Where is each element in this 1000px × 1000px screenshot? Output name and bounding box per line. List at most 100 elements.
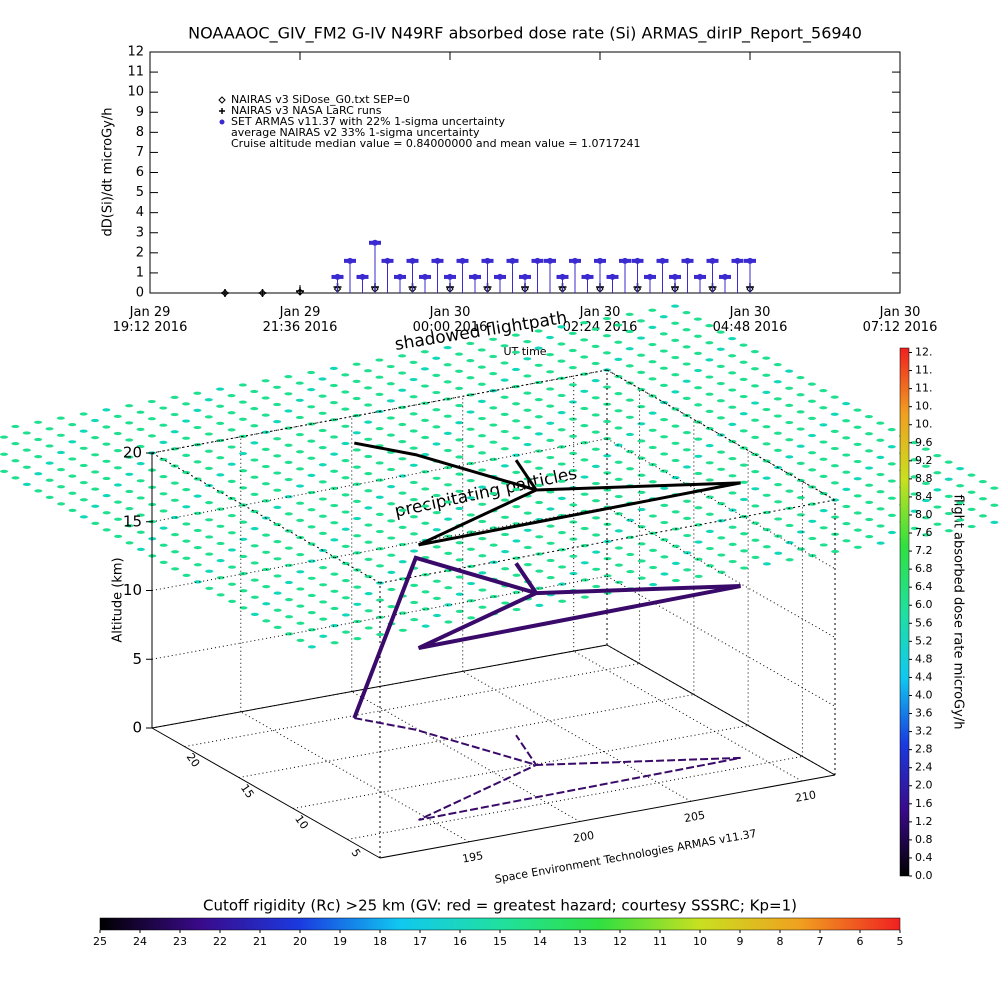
colorbar-tick-label: 10: [693, 935, 707, 948]
surface-dot: [614, 529, 623, 533]
surface-dot: [614, 392, 623, 396]
surface-dot: [546, 421, 555, 425]
surface-dot: [318, 411, 327, 415]
surface-dot: [79, 412, 88, 416]
surface-dot: [352, 379, 361, 383]
surface-dot: [375, 478, 384, 482]
surface-dot: [557, 411, 566, 415]
surface-dot: [227, 514, 236, 518]
surface-dot: [114, 500, 122, 504]
surface-dot: [443, 414, 452, 418]
surface-dot: [113, 431, 122, 436]
surface-dot: [580, 526, 589, 531]
surface-dot: [500, 344, 509, 348]
surface-dot: [819, 474, 828, 478]
surface-dot: [455, 541, 464, 545]
surface-dot: [467, 581, 476, 586]
surface-dot: [819, 389, 828, 393]
surface-dot: [68, 508, 77, 512]
surface-dot: [888, 530, 896, 535]
surface-dot: [602, 316, 611, 321]
surface-dot: [216, 593, 225, 597]
data-point: [634, 257, 641, 264]
colorbar-tick-label: 6.8: [915, 562, 933, 575]
surface-dot: [796, 513, 805, 517]
surface-dot: [114, 534, 123, 539]
surface-dot: [990, 486, 999, 490]
x-tick-label: Jan 29 19:12 2016: [113, 305, 188, 335]
surface-dot: [239, 469, 248, 473]
surface-dot: [682, 396, 691, 400]
colorbar-tick-label: 13: [573, 935, 587, 948]
colorbar-tick-label: 11.: [915, 382, 933, 395]
colorbar-tick-label: 15: [493, 935, 507, 948]
surface-dot: [170, 481, 179, 485]
colorbar-tick-label: 8.0: [915, 508, 933, 521]
surface-dot: [887, 462, 896, 466]
surface-dot: [319, 617, 328, 621]
surface-dot: [546, 576, 555, 580]
y-tick-label: 0: [136, 286, 144, 301]
surface-dot: [261, 482, 270, 486]
x-tick-label: 210: [794, 788, 817, 804]
surface-dot: [614, 340, 623, 344]
surface-dot: [387, 605, 396, 609]
data-point: [672, 273, 678, 280]
surface-dot: [318, 428, 327, 433]
surface-dot: [432, 442, 441, 446]
surface-dot: [762, 425, 771, 429]
surface-dot: [546, 558, 555, 563]
surface-dot: [319, 566, 328, 570]
surface-dot: [227, 531, 236, 535]
surface-dot: [591, 464, 600, 468]
colorbar-tick-label: 4.4: [915, 670, 933, 683]
surface-dot: [421, 435, 430, 440]
surface-dot: [728, 337, 737, 341]
surface-dot: [512, 556, 521, 560]
surface-dot: [614, 563, 623, 567]
surface-dot: [637, 422, 646, 426]
surface-dot: [444, 551, 453, 556]
y-tick-label: 2: [136, 245, 144, 260]
x-tick-label: Jan 30 00:00 2016: [413, 305, 488, 335]
surface-dot: [568, 348, 577, 353]
surface-dot: [728, 525, 737, 529]
surface-dot: [751, 470, 760, 474]
surface-dot: [649, 548, 658, 552]
surface-dot: [580, 355, 589, 359]
colorbar-tick-label: 11.: [915, 364, 933, 377]
surface-dot: [819, 440, 828, 444]
surface-dot: [421, 590, 430, 594]
colorbar-tick-label: 0.8: [915, 833, 933, 846]
surface-dot: [671, 390, 680, 394]
grid-line: [238, 694, 694, 779]
surface-dot: [534, 449, 543, 453]
data-point: [422, 273, 428, 280]
surface-dot: [660, 538, 669, 542]
surface-dot: [511, 367, 520, 372]
surface-dot: [193, 546, 202, 550]
surface-dot: [204, 432, 213, 436]
surface-dot: [739, 394, 748, 399]
surface-dot: [250, 527, 259, 531]
data-point: [334, 273, 341, 280]
surface-dot: [159, 509, 168, 513]
surface-dot: [433, 613, 441, 618]
surface-dot: [705, 324, 714, 328]
colorbar-tick-label: 0.4: [915, 851, 933, 864]
surface-dot: [330, 624, 339, 628]
surface-dot: [159, 492, 168, 496]
surface-dot: [330, 555, 339, 559]
box-edge: [379, 499, 836, 584]
surface-dot: [56, 416, 65, 420]
surface-dot: [546, 541, 555, 545]
surface-dot: [478, 502, 487, 506]
surface-dot: [580, 406, 589, 411]
surface-dot: [387, 467, 396, 472]
colorbar-label: flight absorbed dose rate microGy/h: [951, 495, 966, 730]
surface-dot: [386, 416, 395, 420]
surface-dot: [227, 394, 236, 398]
surface-dot: [956, 484, 965, 488]
legend-label: NAIRAS v3 SiDose_G0.txt SEP=0: [231, 93, 410, 106]
surface-dot: [773, 380, 782, 384]
